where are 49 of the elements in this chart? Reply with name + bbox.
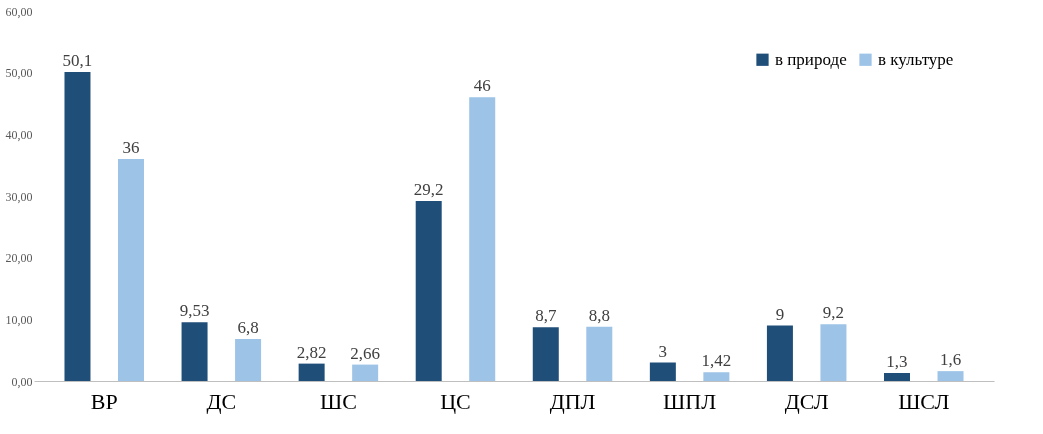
x-tick-label: ДСЛ: [784, 388, 829, 414]
bar: [352, 364, 379, 381]
bar: [884, 372, 910, 381]
data-label: 8,8: [588, 305, 610, 325]
data-label: 1,3: [886, 351, 908, 371]
y-tick-label: 30,00: [5, 189, 33, 204]
x-tick-label: ШПЛ: [663, 388, 717, 414]
bar: [118, 159, 144, 381]
data-label: 2,66: [350, 343, 381, 363]
bar: [766, 325, 793, 381]
bar: [586, 326, 613, 381]
x-tick-label: ДС: [206, 388, 237, 414]
bar: [703, 372, 730, 381]
bar: [235, 339, 262, 381]
legend-label: в природе: [775, 49, 847, 69]
data-label: 29,2: [413, 179, 444, 199]
bar: [820, 324, 847, 381]
y-tick-label: 50,00: [5, 66, 33, 81]
data-label: 9,53: [179, 301, 210, 321]
data-label: 1,42: [701, 351, 732, 371]
x-tick-label: ВР: [90, 388, 118, 414]
data-label: 2,82: [296, 342, 327, 362]
y-tick-label: 0,00: [11, 374, 33, 389]
data-label: 46: [473, 76, 491, 96]
data-label: 3: [658, 341, 668, 361]
x-tick-label: ШС: [319, 388, 357, 414]
x-tick-label: ШСЛ: [898, 388, 950, 414]
data-label: 50,1: [62, 51, 93, 71]
x-tick-label: ДПЛ: [549, 388, 596, 414]
bar: [64, 72, 91, 381]
y-tick-label: 10,00: [5, 312, 33, 327]
bar: [415, 200, 442, 381]
y-tick-label: 40,00: [5, 127, 33, 142]
y-tick-label: 20,00: [5, 251, 33, 266]
data-label: 9,2: [822, 303, 845, 323]
data-label: 8,7: [535, 306, 557, 326]
bar: [469, 97, 496, 381]
x-tick-label: ЦС: [440, 388, 471, 414]
bar: [649, 362, 676, 381]
bar: [532, 327, 559, 381]
bar: [298, 363, 325, 381]
bar: [181, 322, 208, 381]
data-label: 9: [775, 304, 785, 324]
data-label: 36: [122, 138, 140, 157]
y-tick-label: 60,00: [5, 4, 33, 19]
bar: [937, 371, 964, 381]
legend-label: в культуре: [878, 49, 954, 69]
data-label: 6,8: [237, 318, 259, 338]
data-label: 1,6: [939, 350, 962, 370]
